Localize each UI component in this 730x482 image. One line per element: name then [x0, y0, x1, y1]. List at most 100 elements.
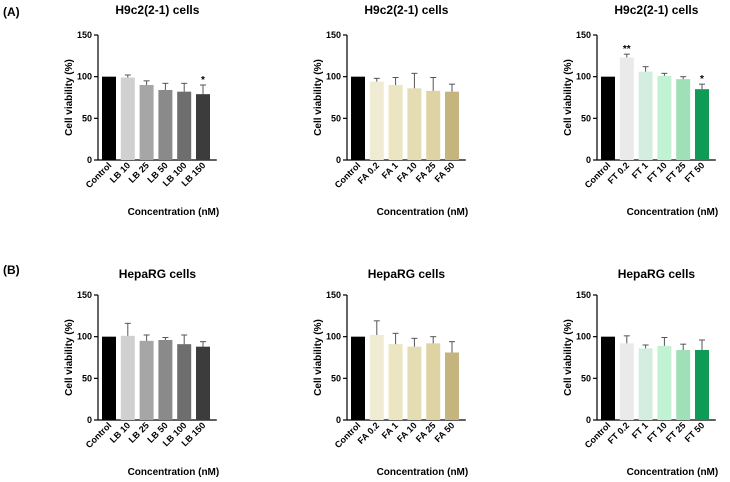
- y-tick-label: 50: [581, 373, 591, 383]
- y-axis-title: Cell viability (%): [563, 319, 574, 396]
- x-tick-label: FA 50: [433, 160, 457, 184]
- y-tick-label: 150: [576, 290, 591, 300]
- x-tick-label: FA 0.2: [356, 420, 382, 446]
- y-axis-title: Cell viability (%): [313, 59, 324, 136]
- y-axis-title: Cell viability (%): [64, 59, 75, 136]
- bar: [388, 85, 403, 160]
- chart-title: HepaRG cells: [618, 267, 696, 281]
- y-tick-label: 0: [87, 415, 92, 425]
- x-tick-label: FT 0.2: [606, 420, 631, 445]
- bar: [426, 90, 441, 160]
- y-tick-label: 150: [77, 30, 92, 40]
- x-tick-label: FT 50: [683, 160, 707, 184]
- y-tick-label: 0: [87, 155, 92, 165]
- bar: [676, 79, 691, 160]
- significance-marker: *: [700, 74, 704, 85]
- bar: [177, 344, 192, 420]
- bar: [695, 350, 709, 420]
- bar: [638, 71, 653, 160]
- bar: [388, 344, 403, 420]
- x-axis-title: Concentration (nM): [377, 207, 469, 218]
- bar: [120, 335, 135, 420]
- chart-title: H9c2(2-1) cells: [614, 3, 698, 17]
- bar: [676, 350, 691, 420]
- bar: [695, 89, 709, 160]
- x-tick-label: FA 10: [395, 420, 419, 444]
- y-tick-label: 100: [576, 72, 591, 82]
- panel-label-b: (B): [3, 263, 20, 277]
- chart-title: H9c2(2-1) cells: [364, 3, 448, 17]
- bar: [638, 348, 653, 420]
- x-tick-label: FT 10: [645, 160, 669, 184]
- bar: [177, 91, 192, 160]
- bar: [196, 346, 210, 420]
- y-tick-label: 0: [336, 155, 341, 165]
- x-tick-label: LB 25: [127, 420, 151, 444]
- x-axis-title: Concentration (nM): [627, 207, 719, 218]
- significance-marker: *: [201, 75, 205, 86]
- x-axis-title: Concentration (nM): [128, 467, 220, 478]
- bar: [158, 340, 173, 420]
- bar: [445, 91, 459, 160]
- y-axis-title: Cell viability (%): [563, 59, 574, 136]
- x-axis-title: Concentration (nM): [128, 207, 220, 218]
- bar: [619, 343, 634, 420]
- bar: [407, 346, 422, 420]
- x-tick-label: FT 10: [645, 420, 669, 444]
- bar: [657, 75, 672, 160]
- x-tick-label: FT 25: [664, 420, 688, 444]
- bar: [426, 343, 441, 420]
- y-tick-label: 100: [576, 332, 591, 342]
- y-tick-label: 150: [576, 30, 591, 40]
- x-tick-label: FT 0.2: [606, 160, 631, 185]
- chart-title: HepaRG cells: [368, 267, 446, 281]
- y-tick-label: 100: [77, 72, 92, 82]
- bar: [657, 345, 672, 420]
- y-axis-title: Cell viability (%): [64, 319, 75, 396]
- y-tick-label: 150: [326, 30, 341, 40]
- y-tick-label: 50: [82, 113, 92, 123]
- chart-a-3: H9c2(2-1) cells 0 50 100 150 Cell viability (…: [563, 3, 718, 218]
- y-tick-label: 100: [326, 72, 341, 82]
- y-tick-label: 0: [586, 155, 591, 165]
- y-tick-label: 50: [581, 113, 591, 123]
- bar: [601, 76, 615, 160]
- x-axis-title: Concentration (nM): [377, 467, 469, 478]
- bar: [158, 90, 173, 160]
- x-tick-label: LB 25: [127, 160, 151, 184]
- chart-b-2: HepaRG cells 0 50 100 150 Cell viability (%) C…: [313, 267, 468, 478]
- bar: [407, 88, 422, 160]
- x-tick-label: FA 0.2: [356, 160, 382, 186]
- charts-group: H9c2(2-1) cells 0 50 100 150 Cell viability (…: [64, 3, 718, 478]
- chart-title: H9c2(2-1) cells: [115, 3, 199, 17]
- panel-label-a: (A): [3, 5, 20, 19]
- bar: [351, 336, 365, 420]
- significance-marker: **: [623, 44, 631, 55]
- bar: [139, 340, 154, 420]
- y-tick-label: 150: [77, 290, 92, 300]
- bar: [619, 57, 634, 160]
- chart-b-3: HepaRG cells 0 50 100 150 Cell viability (%) C…: [563, 267, 718, 478]
- chart-a-2: H9c2(2-1) cells 0 50 100 150 Cell viability (…: [313, 3, 468, 218]
- y-tick-label: 50: [82, 373, 92, 383]
- y-tick-label: 0: [336, 415, 341, 425]
- bar: [369, 81, 384, 160]
- bar: [351, 76, 365, 160]
- bar: [120, 77, 135, 160]
- x-tick-label: FA 25: [414, 160, 438, 184]
- y-tick-label: 50: [331, 373, 341, 383]
- x-tick-label: FT 25: [664, 160, 688, 184]
- x-tick-label: FT 50: [683, 420, 707, 444]
- chart-a-1: H9c2(2-1) cells 0 50 100 150 Cell viability (…: [64, 3, 219, 218]
- bar: [139, 85, 154, 160]
- bar: [601, 336, 615, 420]
- x-tick-label: FA 50: [433, 420, 457, 444]
- bar: [369, 335, 384, 420]
- bar: [102, 76, 116, 160]
- y-axis-title: Cell viability (%): [313, 319, 324, 396]
- chart-b-1: HepaRG cells 0 50 100 150 Cell viability (%) C…: [64, 267, 219, 478]
- bar: [102, 336, 116, 420]
- bar: [445, 352, 459, 420]
- bar: [196, 94, 210, 160]
